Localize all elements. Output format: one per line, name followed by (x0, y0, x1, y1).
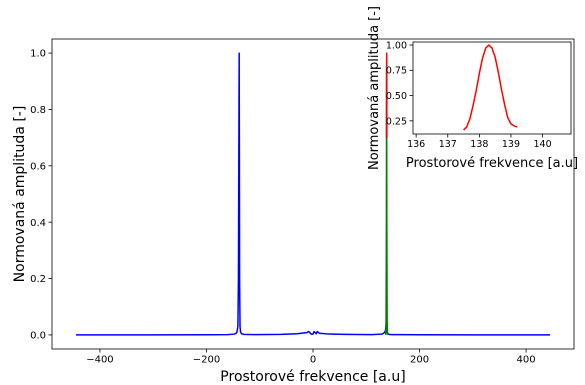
main-y-tick-label: 0.4 (30, 218, 46, 229)
inset-x-tick-label: 137 (439, 139, 457, 150)
main-x-tick-label: 400 (517, 355, 536, 366)
inset-x-tick-label: 138 (470, 139, 488, 150)
inset-y-tick-label: 0.75 (386, 66, 407, 77)
inset-x-tick-label: 139 (502, 139, 520, 150)
inset-x-tick-label: 140 (533, 139, 551, 150)
inset-series-line-0 (463, 44, 518, 131)
main-x-tick-label: −400 (86, 355, 113, 366)
main-x-axis-label: Prostorové frekvence [a.u] (220, 369, 405, 385)
main-y-tick-label: 1.0 (30, 49, 46, 60)
inset-background (413, 42, 571, 134)
main-y-tick-label: 0.0 (30, 331, 46, 342)
inset-y-tick-label: 0.50 (386, 91, 407, 102)
inset-y-tick-label: 0.25 (386, 116, 407, 127)
main-x-tick-label: 0 (310, 355, 316, 366)
main-plot: −400 −200 0 200 400 0.0 0.2 0.4 0.6 0.8 1.0 Prostor… (12, 38, 575, 385)
main-y-axis-label: Normovaná amplituda [-] (12, 106, 28, 283)
main-y-tick-label: 0.6 (30, 161, 46, 172)
main-x-tick-label: 200 (410, 355, 429, 366)
main-y-tick-label: 0.8 (30, 105, 46, 116)
main-y-tick-label: 0.2 (30, 274, 46, 285)
main-x-tick-label: −200 (193, 355, 220, 366)
inset-x-axis-label: Prostorové frekvence [a.u] (406, 156, 578, 171)
inset-y-tick-label: 1.00 (386, 40, 407, 51)
inset-series-group (463, 44, 518, 131)
inset-plot: 136 137 138 139 140 0.25 0.50 0.75 1.00 Prostorov… (367, 6, 578, 171)
inset-x-tick-label: 136 (407, 139, 425, 150)
inset-frame (412, 41, 572, 135)
main-series-group (75, 52, 551, 336)
inset-y-axis-label: Normovaná amplituda [-] (367, 6, 382, 170)
